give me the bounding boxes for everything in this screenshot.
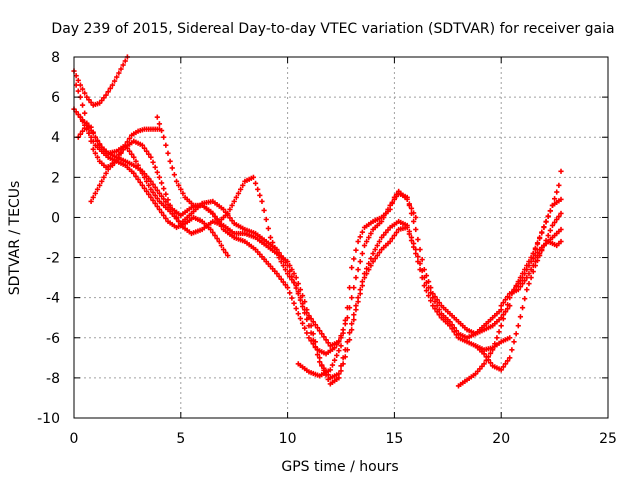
y-tick-label: -10 (37, 411, 60, 427)
y-tick-label: 4 (51, 130, 60, 146)
plot-frame (73, 56, 609, 419)
x-tick-label: 5 (176, 431, 185, 447)
y-tick-label: 6 (51, 90, 60, 106)
x-tick-label: 0 (70, 431, 79, 447)
chart-title: Day 239 of 2015, Sidereal Day-to-day VTE… (51, 21, 614, 37)
y-tick-label: -8 (46, 371, 60, 387)
x-axis-title: GPS time / hours (281, 459, 398, 475)
y-axis-title: SDTVAR / TECUs (7, 181, 23, 296)
y-tick-label: -2 (46, 251, 60, 267)
series-track-13 (530, 168, 564, 257)
x-tick-label: 25 (599, 431, 617, 447)
axes: 0 5 10 15 20 25 -10 -8 -6 -4 -2 0 2 4 6 8 (37, 50, 617, 447)
series-track-1 (71, 54, 130, 108)
x-tick-label: 15 (385, 431, 403, 447)
data-marks (71, 54, 564, 389)
series-track-7 (154, 114, 513, 349)
y-tick-label: 8 (51, 50, 60, 66)
y-tick-label: 0 (51, 210, 60, 226)
y-tick-label: -6 (46, 331, 60, 347)
x-tick-label: 10 (279, 431, 297, 447)
series-track-6 (88, 138, 513, 387)
series-track-5 (77, 114, 504, 381)
series-track-11 (498, 226, 564, 309)
series-track-8 (295, 188, 419, 379)
y-tick-label: -4 (46, 291, 60, 307)
x-tick-label: 20 (492, 431, 510, 447)
y-tick-label: 2 (51, 170, 60, 186)
